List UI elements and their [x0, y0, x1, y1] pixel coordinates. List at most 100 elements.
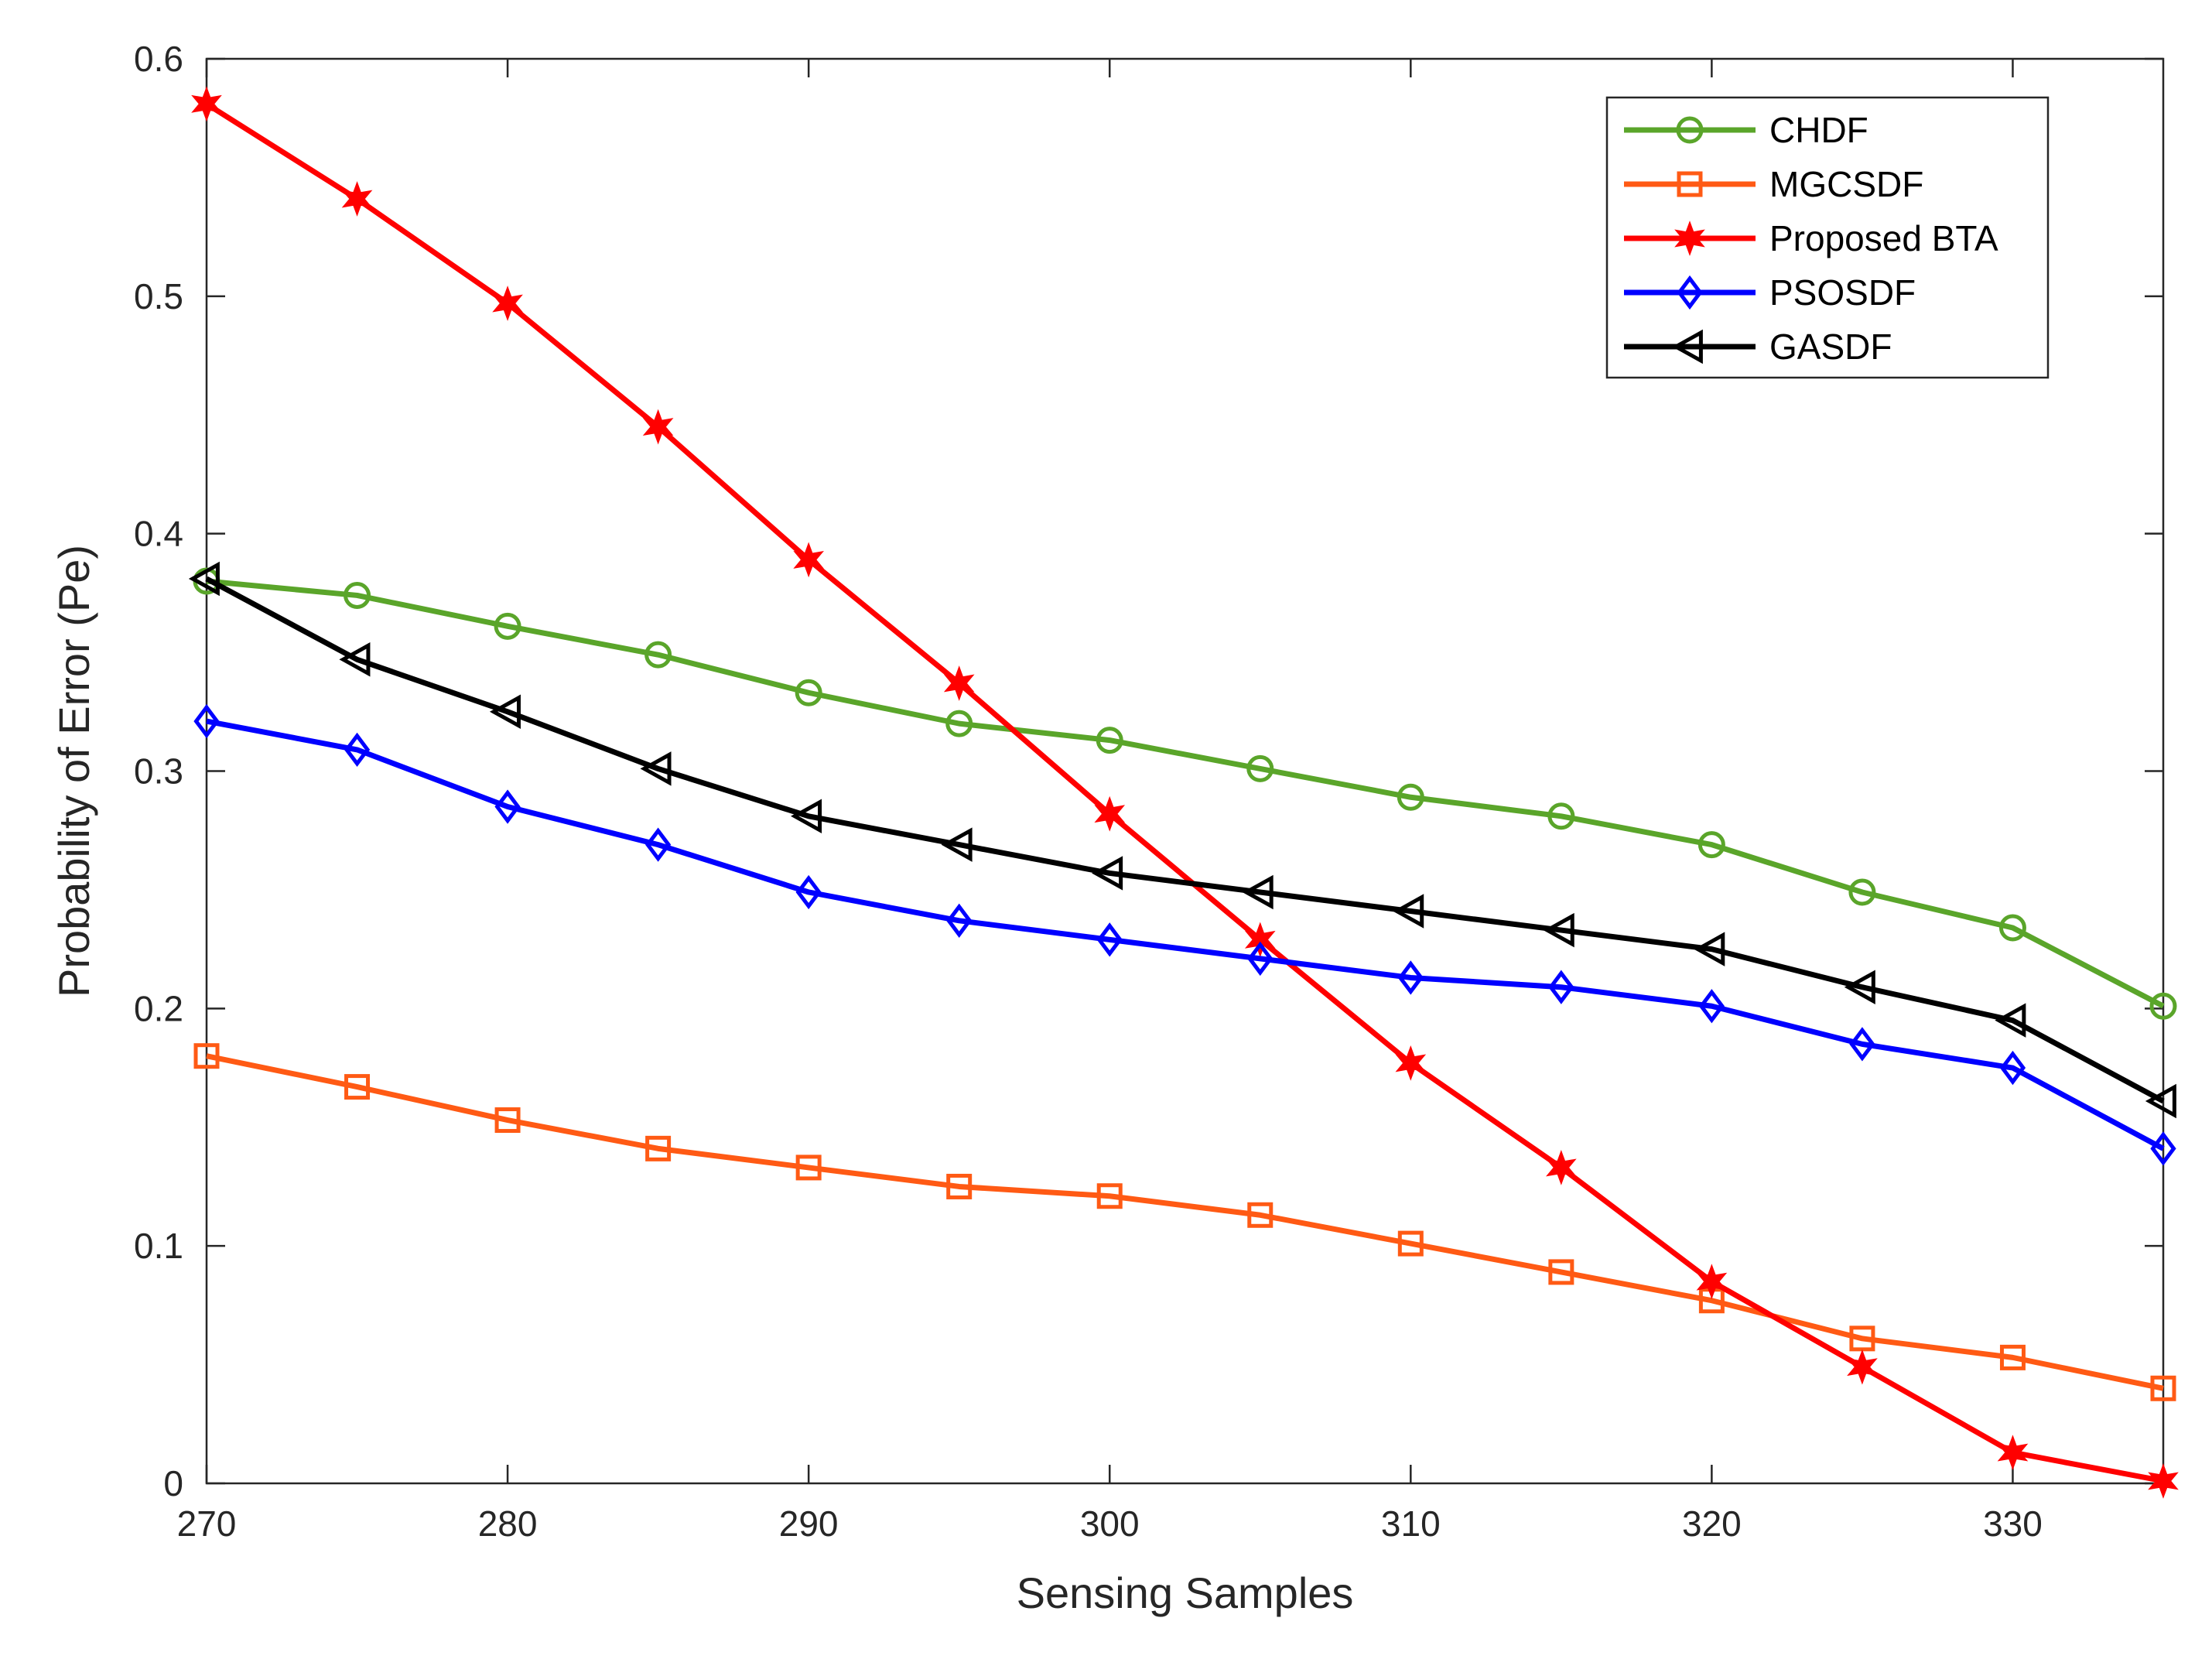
data-point-gasdf	[1092, 856, 1123, 891]
data-point-proposed-bta	[1997, 1435, 2029, 1471]
data-point-mgcsdf	[1548, 1259, 1574, 1285]
data-point-mgcsdf	[1096, 1183, 1123, 1209]
legend-item-gasdf: GASDF	[1624, 327, 1892, 367]
data-point-mgcsdf	[1397, 1230, 1424, 1257]
data-point-chdf	[795, 679, 822, 706]
data-point-chdf	[1096, 727, 1123, 754]
x-tick-label: 290	[779, 1503, 839, 1544]
series-line-gasdf	[205, 576, 2165, 1104]
data-point-mgcsdf	[1247, 1202, 1274, 1228]
data-point-gasdf	[791, 799, 822, 834]
x-tick-label: 300	[1080, 1503, 1140, 1544]
data-point-gasdf	[1995, 1003, 2026, 1038]
y-tick-label: 0.6	[134, 39, 183, 79]
data-point-mgcsdf	[645, 1135, 672, 1161]
series-line-mgcsdf	[206, 1053, 2164, 1391]
data-point-chdf	[1246, 754, 1274, 782]
y-axis-label: Probability of Error (Pe)	[50, 545, 98, 997]
legend-item-psosdf: PSOSDF	[1624, 272, 1916, 313]
data-point-chdf	[1848, 878, 1876, 906]
data-point-psosdf	[1999, 1050, 2026, 1086]
data-point-gasdf	[2145, 1083, 2176, 1119]
legend-label: PSOSDF	[1769, 272, 1916, 313]
data-point-psosdf	[1849, 1027, 1875, 1062]
data-point-gasdf	[1543, 912, 1574, 948]
y-tick-label: 0.4	[134, 514, 183, 554]
data-point-proposed-bta	[1244, 922, 1276, 958]
data-point-mgcsdf	[1999, 1344, 2026, 1370]
y-tick-label: 0.2	[134, 988, 183, 1028]
data-point-chdf	[644, 641, 672, 669]
x-tick-label: 310	[1381, 1503, 1441, 1544]
data-point-psosdf	[946, 903, 973, 938]
data-point-chdf	[344, 581, 371, 609]
legend-label: Proposed BTA	[1769, 218, 1998, 258]
data-point-psosdf	[795, 874, 822, 910]
data-point-proposed-bta	[492, 286, 523, 321]
x-tick-label: 270	[177, 1503, 237, 1544]
x-tick-label: 320	[1682, 1503, 1742, 1544]
data-point-gasdf	[1844, 970, 1875, 1004]
data-point-mgcsdf	[946, 1173, 973, 1199]
series-chdf	[193, 567, 2177, 1020]
legend-item-mgcsdf: MGCSDF	[1624, 164, 1923, 204]
series-proposed-bta	[191, 86, 2179, 1499]
data-point-mgcsdf	[795, 1154, 822, 1181]
data-point-gasdf	[339, 642, 371, 677]
data-point-proposed-bta	[1395, 1045, 1427, 1081]
series-line-psosdf	[206, 718, 2165, 1151]
data-point-proposed-bta	[1546, 1150, 1577, 1185]
series-group	[188, 86, 2179, 1499]
data-point-psosdf	[644, 827, 672, 862]
data-point-chdf	[1547, 802, 1575, 830]
data-point-gasdf	[1393, 894, 1424, 929]
data-point-mgcsdf	[193, 1043, 220, 1069]
legend-label: CHDF	[1769, 110, 1868, 150]
data-point-mgcsdf	[494, 1107, 521, 1134]
legend-item-proposed-bta: Proposed BTA	[1624, 218, 1998, 258]
data-point-proposed-bta	[2148, 1463, 2179, 1499]
legend-marker	[1671, 329, 1703, 364]
series-gasdf	[188, 561, 2176, 1119]
data-point-chdf	[2149, 992, 2177, 1020]
data-point-psosdf	[2150, 1131, 2176, 1166]
series-line-proposed-bta	[205, 101, 2164, 1484]
data-point-proposed-bta	[642, 409, 674, 445]
data-point-gasdf	[640, 751, 672, 786]
data-point-psosdf	[193, 703, 220, 739]
legend-label: GASDF	[1769, 327, 1892, 367]
x-tick-label: 330	[1983, 1503, 2043, 1544]
data-point-mgcsdf	[344, 1074, 371, 1100]
y-tick-label: 0.1	[134, 1226, 183, 1266]
legend-marker	[1676, 116, 1704, 144]
data-point-gasdf	[489, 694, 521, 730]
data-point-psosdf	[344, 732, 371, 768]
legend-marker	[1674, 221, 1705, 256]
data-point-psosdf	[1548, 970, 1574, 1004]
x-tick-label: 280	[478, 1503, 538, 1544]
data-point-chdf	[1397, 783, 1424, 811]
legend-label: MGCSDF	[1769, 164, 1923, 204]
data-point-psosdf	[1698, 989, 1725, 1024]
data-point-proposed-bta	[341, 181, 373, 217]
legend-marker	[1677, 171, 1703, 197]
data-point-chdf	[1697, 831, 1725, 859]
data-point-psosdf	[494, 789, 521, 824]
data-point-gasdf	[1694, 932, 1725, 966]
data-point-proposed-bta	[1847, 1349, 1878, 1385]
data-point-proposed-bta	[943, 665, 975, 701]
data-point-psosdf	[1397, 960, 1424, 995]
data-point-psosdf	[1247, 941, 1274, 977]
legend: CHDF MGCSDF Proposed BTA PSOSDF GASDF	[1605, 96, 2050, 379]
x-axis-label: Sensing Samples	[1017, 1568, 1354, 1617]
data-point-proposed-bta	[793, 542, 824, 578]
data-point-proposed-bta	[1094, 795, 1126, 832]
legend-item-chdf: CHDF	[1624, 110, 1868, 150]
data-point-proposed-bta	[191, 86, 222, 122]
data-point-chdf	[945, 710, 973, 737]
data-point-chdf	[494, 612, 521, 640]
data-point-mgcsdf	[2150, 1375, 2176, 1401]
data-point-gasdf	[1242, 874, 1274, 910]
